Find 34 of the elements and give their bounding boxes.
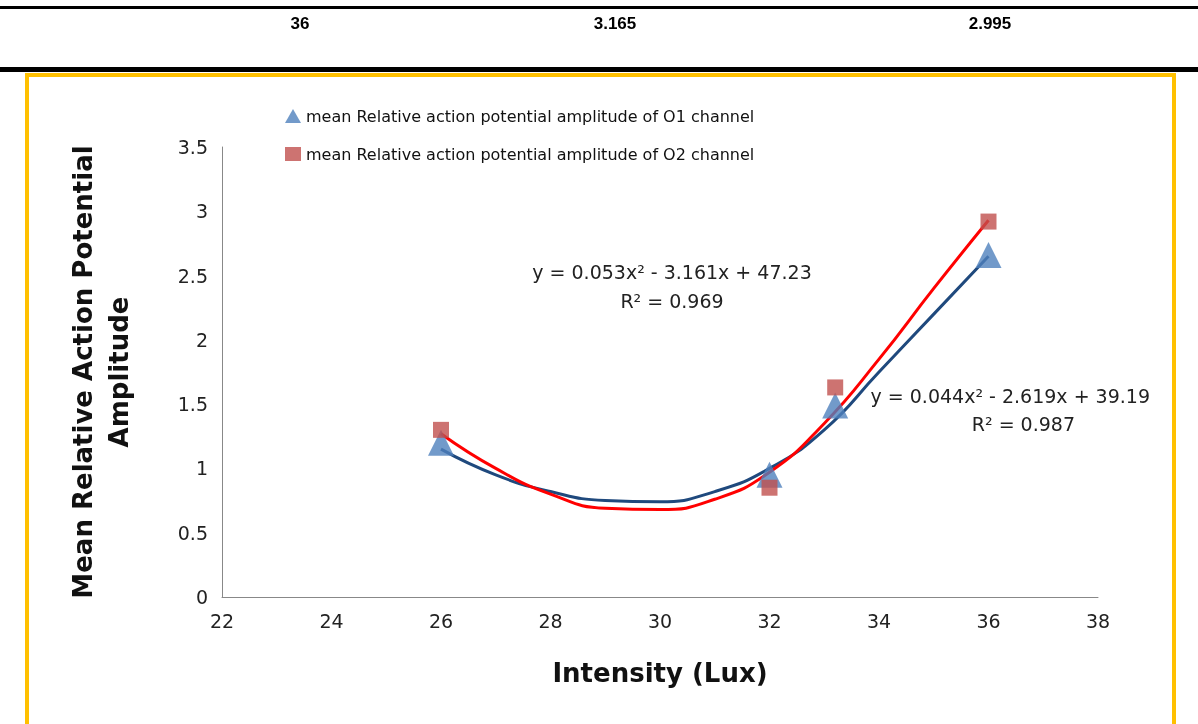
y-tick-label: 3.5 xyxy=(177,136,208,158)
y-axis-title: Mean Relative Action Potential Amplitude xyxy=(68,145,134,599)
y-tick-label: 2.5 xyxy=(177,264,208,287)
annotation: y = 0.044x² - 2.619x + 39.19 xyxy=(870,385,1150,407)
annotation: R² = 0.969 xyxy=(620,290,724,312)
x-tick-label: 36 xyxy=(976,609,1001,632)
y-tick-label: 3 xyxy=(195,200,208,223)
annotation: y = 0.053x² - 3.161x + 47.23 xyxy=(532,261,812,283)
y-tick-label: 2 xyxy=(195,328,208,351)
x-tick-label: 26 xyxy=(428,609,454,632)
x-tick-label: 24 xyxy=(319,609,344,632)
y-tick-label: 0 xyxy=(195,586,208,608)
x-tick-label: 30 xyxy=(647,609,673,632)
x-tick-label: 38 xyxy=(1085,609,1111,632)
point xyxy=(980,213,997,230)
legend-label: mean Relative action potential amplitude of O2 channel xyxy=(306,144,755,164)
text: 2.995 xyxy=(968,14,1012,34)
point xyxy=(761,479,778,496)
x-tick-label: 28 xyxy=(538,609,563,632)
point xyxy=(975,242,1002,268)
text: 36 xyxy=(290,14,310,34)
text: 3.165 xyxy=(593,14,637,34)
y-tick-label: 1 xyxy=(195,457,208,480)
annotation: R² = 0.987 xyxy=(971,413,1075,435)
x-tick-label: 32 xyxy=(757,609,782,632)
x-tick-label: 34 xyxy=(866,609,892,632)
y-tick-label: 0.5 xyxy=(177,521,208,544)
x-tick-label: 22 xyxy=(209,609,235,632)
legend-label: mean Relative action potential amplitude of O1 channel xyxy=(306,106,755,126)
x-axis-title: Intensity (Lux) xyxy=(552,658,768,688)
y-tick-label: 1.5 xyxy=(177,393,208,416)
point xyxy=(822,392,849,419)
point xyxy=(827,379,844,396)
point xyxy=(433,421,449,438)
